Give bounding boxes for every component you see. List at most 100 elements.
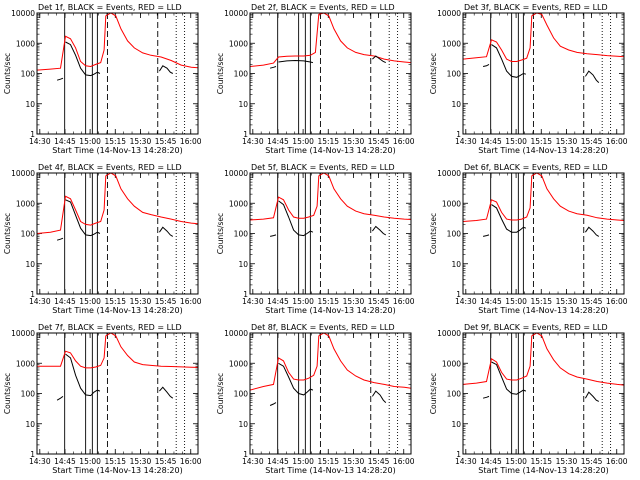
x-tick-label: 15:30	[130, 137, 152, 146]
x-tick-label: 14:45	[267, 137, 289, 146]
plot-area	[250, 173, 411, 294]
y-axis-label: Counts/sec	[429, 53, 438, 94]
y-tick-label: 10000	[224, 9, 248, 18]
x-axis-label: Start Time (14-Nov-13 14:28:20)	[52, 466, 182, 475]
series-events-segment-1	[482, 395, 490, 399]
x-tick-label: 16:00	[180, 457, 202, 466]
chart-title: Det 5f, BLACK = Events, RED = LLD	[251, 163, 395, 172]
x-tick-label: 15:45	[581, 137, 603, 146]
chart-panel-2: Det 2f, BLACK = Events, RED = LLD Counts/…	[216, 3, 415, 155]
y-tick-label: 1000	[442, 199, 461, 208]
y-axis-label: Counts/sec	[3, 213, 12, 254]
chart-title: Det 7f, BLACK = Events, RED = LLD	[38, 323, 182, 332]
x-tick-label: 15:30	[556, 457, 578, 466]
y-tick-label: 10	[25, 100, 35, 109]
x-tick-label: 15:45	[155, 457, 177, 466]
y-tick-label: 100	[447, 70, 462, 79]
axes-frame	[249, 12, 412, 135]
y-tick-label: 10	[238, 100, 248, 109]
y-tick-label: 10	[451, 100, 461, 109]
x-tick-label: 15:00	[79, 297, 101, 306]
plot-area	[37, 333, 198, 454]
series-events-segment-1	[482, 63, 490, 67]
chart-title: Det 4f, BLACK = Events, RED = LLD	[38, 163, 182, 172]
plot-area	[250, 333, 411, 454]
x-tick-label: 15:00	[292, 137, 314, 146]
series-events-segment-2	[65, 41, 101, 77]
series-events-segment-2	[278, 362, 314, 396]
y-tick-label: 1	[243, 450, 248, 459]
series-events-segment-1	[269, 402, 277, 406]
y-tick-label: 100	[21, 390, 36, 399]
y-tick-label: 100	[234, 70, 249, 79]
x-tick-label: 14:30	[242, 457, 264, 466]
chart-panel-8: Det 8f, BLACK = Events, RED = LLD Counts/…	[216, 323, 415, 475]
series-events-segment-1	[56, 237, 64, 241]
series-lld-segment-1	[463, 13, 624, 62]
y-tick-label: 1000	[442, 39, 461, 48]
plot-area	[37, 13, 198, 134]
y-tick-label: 100	[21, 70, 36, 79]
series-lld-segment-1	[463, 333, 624, 386]
series-lld-segment-1	[37, 13, 198, 71]
series-events-segment-1	[269, 66, 277, 69]
x-tick-label: 14:45	[54, 137, 76, 146]
x-tick-label: 15:00	[505, 137, 527, 146]
x-tick-label: 15:00	[79, 457, 101, 466]
x-tick-label: 15:45	[368, 137, 390, 146]
x-tick-label: 14:30	[455, 137, 477, 146]
chart-panel-7: Det 7f, BLACK = Events, RED = LLD Counts/…	[3, 323, 202, 475]
series-events-segment-2	[491, 361, 527, 395]
series-events-segment-2	[278, 200, 314, 237]
x-tick-label: 16:00	[606, 457, 628, 466]
series-events-segment-3	[371, 390, 387, 403]
plot-area	[463, 173, 624, 294]
y-tick-label: 10	[451, 420, 461, 429]
x-tick-label: 16:00	[393, 457, 415, 466]
y-tick-label: 10000	[437, 9, 461, 18]
series-events-segment-1	[482, 234, 490, 237]
chart-panel-9: Det 9f, BLACK = Events, RED = LLD Counts/…	[429, 323, 628, 475]
x-tick-label: 15:00	[292, 457, 314, 466]
axes-frame	[36, 332, 199, 455]
series-lld-segment-1	[250, 333, 411, 391]
y-tick-label: 10000	[224, 329, 248, 338]
chart-panel-6: Det 6f, BLACK = Events, RED = LLD Counts/…	[429, 163, 628, 315]
x-tick-label: 14:45	[267, 297, 289, 306]
series-events-segment-2	[278, 59, 314, 64]
x-tick-label: 15:30	[556, 137, 578, 146]
x-tick-label: 15:15	[104, 457, 126, 466]
series-events-segment-3	[584, 70, 600, 83]
y-tick-label: 1	[30, 450, 35, 459]
x-tick-label: 15:45	[155, 137, 177, 146]
chart-title: Det 1f, BLACK = Events, RED = LLD	[38, 3, 182, 12]
x-tick-label: 15:45	[368, 457, 390, 466]
y-tick-label: 10000	[11, 169, 35, 178]
x-tick-label: 16:00	[180, 297, 202, 306]
x-axis-label: Start Time (14-Nov-13 14:28:20)	[265, 306, 395, 315]
x-tick-label: 15:00	[79, 137, 101, 146]
axes-frame	[36, 12, 199, 135]
series-events-segment-2	[491, 204, 527, 233]
x-axis-label: Start Time (14-Nov-13 14:28:20)	[52, 146, 182, 155]
x-tick-label: 14:45	[54, 457, 76, 466]
chart-panel-5: Det 5f, BLACK = Events, RED = LLD Counts/…	[216, 163, 415, 315]
x-axis-label: Start Time (14-Nov-13 14:28:20)	[265, 466, 395, 475]
y-tick-label: 1	[456, 130, 461, 139]
x-tick-label: 15:30	[343, 137, 365, 146]
x-tick-label: 15:45	[581, 297, 603, 306]
chart-title: Det 6f, BLACK = Events, RED = LLD	[464, 163, 608, 172]
x-tick-label: 15:30	[343, 297, 365, 306]
axes-frame	[462, 172, 625, 295]
axes-frame	[36, 172, 199, 295]
series-events-segment-1	[269, 234, 277, 237]
x-tick-label: 15:15	[104, 137, 126, 146]
x-tick-label: 14:30	[242, 137, 264, 146]
y-tick-label: 1000	[16, 199, 35, 208]
x-tick-label: 14:45	[480, 297, 502, 306]
x-tick-label: 15:15	[317, 297, 339, 306]
y-axis-label: Counts/sec	[3, 373, 12, 414]
x-tick-label: 15:30	[556, 297, 578, 306]
x-tick-label: 15:00	[505, 297, 527, 306]
x-tick-label: 16:00	[606, 137, 628, 146]
